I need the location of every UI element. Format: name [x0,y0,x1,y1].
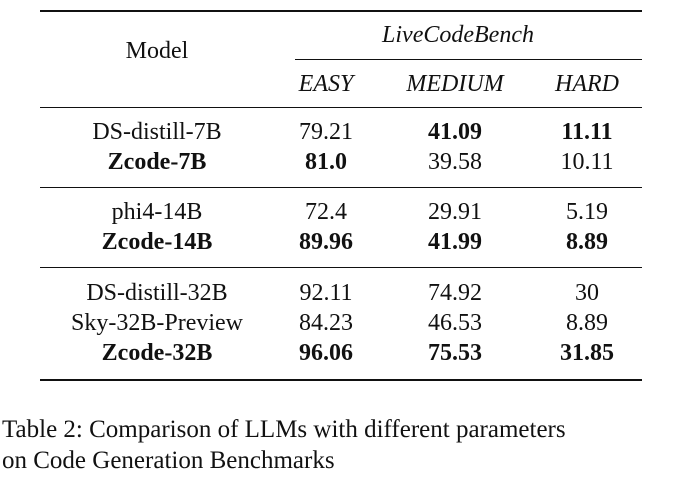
header-hard: HARD [555,71,619,97]
group-separator-rule [40,187,642,189]
easy-score-cell: 79.21 [299,119,353,145]
hard-score-cell: 8.89 [566,310,608,336]
hard-score-cell: 10.11 [560,149,614,175]
group-cmidrule [295,59,642,61]
medium-score-cell: 46.53 [428,310,482,336]
model-name-cell: Sky-32B-Preview [71,310,243,336]
model-name-cell: Zcode-32B [101,340,213,366]
easy-score-cell: 89.96 [299,229,353,255]
easy-score-cell: 96.06 [299,340,353,366]
header-group-livecodebench: LiveCodeBench [382,22,534,48]
easy-score-cell: 84.23 [299,310,353,336]
easy-score-cell: 72.4 [305,199,347,225]
hard-score-cell: 31.85 [560,340,614,366]
medium-score-cell: 29.91 [428,199,482,225]
caption-line-2: on Code Generation Benchmarks [2,447,335,474]
header-rule [40,107,642,109]
model-name-cell: Zcode-14B [101,229,213,255]
header-model: Model [125,38,189,64]
easy-score-cell: 92.11 [299,280,353,306]
model-name-cell: DS-distill-7B [92,119,222,145]
medium-score-cell: 41.09 [428,119,482,145]
hard-score-cell: 8.89 [566,229,608,255]
header-medium: MEDIUM [406,71,504,97]
group-separator-rule [40,267,642,269]
hard-score-cell: 11.11 [561,119,613,145]
header-easy: EASY [298,71,354,97]
model-name-cell: phi4-14B [111,199,203,225]
medium-score-cell: 74.92 [428,280,482,306]
easy-score-cell: 81.0 [305,149,347,175]
top-rule [40,10,642,12]
hard-score-cell: 5.19 [566,199,608,225]
medium-score-cell: 39.58 [428,149,482,175]
hard-score-cell: 30 [575,280,599,306]
medium-score-cell: 41.99 [428,229,482,255]
table-caption: Table 2: Comparison of LLMs with differe… [2,414,690,476]
bottom-rule [40,379,642,381]
model-name-cell: DS-distill-32B [86,280,228,306]
medium-score-cell: 75.53 [428,340,482,366]
caption-line-1: Table 2: Comparison of LLMs with differe… [2,416,566,443]
model-name-cell: Zcode-7B [107,149,207,175]
